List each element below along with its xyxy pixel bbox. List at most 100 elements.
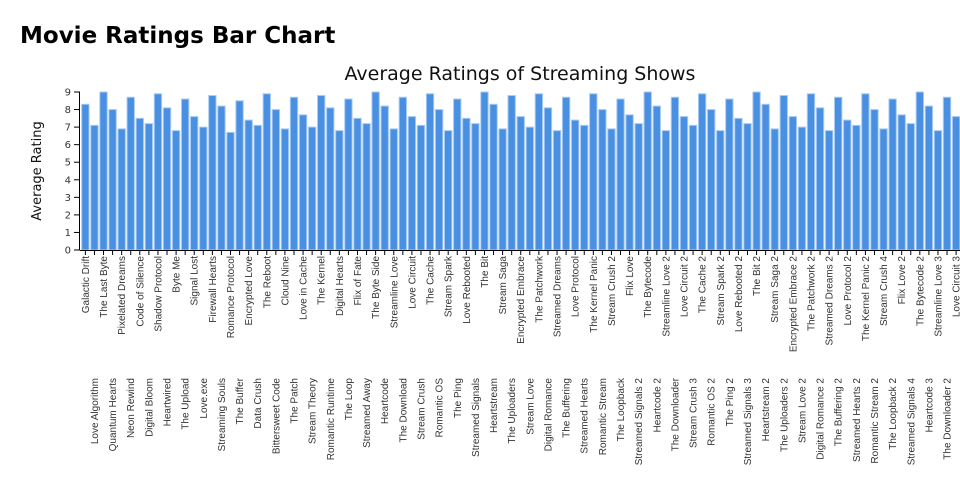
bar	[852, 124, 861, 251]
x-tick-label: Streamed Signals 3	[743, 378, 754, 466]
x-tick-label: The Bytecode	[643, 256, 654, 318]
bar	[770, 128, 779, 251]
x-tick-label: Byte Me	[172, 256, 183, 293]
bar	[942, 96, 952, 251]
x-tick-label: Flix of Fate	[353, 256, 364, 306]
bar	[598, 109, 607, 251]
x-tick-label: Stream Saga	[498, 256, 509, 315]
bar	[444, 130, 453, 251]
y-tick-label: 3	[65, 193, 71, 204]
bar	[561, 96, 571, 251]
y-tick-label: 0	[65, 246, 71, 257]
x-tick-label: Encrypted Embrace 2	[788, 256, 799, 353]
bar	[543, 107, 553, 251]
bar	[117, 128, 126, 251]
x-tick-label: Stream Love	[525, 378, 536, 435]
bar	[779, 95, 788, 251]
bar	[734, 117, 743, 251]
x-tick-label: The Uploaders 2	[779, 378, 790, 452]
bar	[824, 130, 834, 251]
bar	[398, 96, 408, 251]
bar	[344, 98, 353, 251]
bar	[643, 91, 652, 251]
x-tick-label: Streaming Souls	[217, 378, 228, 451]
x-tick-label: Romantic OS	[435, 378, 446, 438]
bar	[688, 124, 698, 251]
bar	[498, 128, 507, 251]
x-tick-label: The Loop	[344, 378, 355, 421]
x-tick-label: The Ping	[453, 378, 464, 418]
y-tick-label: 8	[65, 105, 71, 116]
bar	[725, 98, 734, 251]
x-tick-label: Heartstream 2	[761, 378, 772, 442]
bar	[525, 126, 535, 251]
bar	[307, 126, 317, 251]
bar	[534, 93, 544, 251]
x-tick-label: Signal Lost	[190, 256, 201, 306]
x-tick-label: Digital Bloom	[144, 378, 155, 437]
x-tick-label: The Buffer	[235, 377, 246, 424]
x-tick-label: Heartcode	[380, 378, 391, 425]
bar	[416, 124, 426, 251]
x-tick-label: Shadow Protocol	[153, 256, 164, 332]
x-tick-label: The Buffering	[562, 378, 573, 438]
bar	[879, 128, 888, 251]
x-tick-label: Neon Rewind	[126, 378, 137, 438]
x-tick-label: Romantic Stream 2	[870, 378, 881, 464]
bar	[162, 107, 172, 251]
x-tick-label: Quantum Hearts	[108, 378, 119, 451]
y-tick-label: 9	[65, 88, 71, 99]
x-tick-label: Digital Hearts	[335, 256, 346, 316]
bar	[171, 130, 181, 251]
x-tick-label: Stream Crush	[416, 378, 427, 440]
y-tick-label: 1	[65, 228, 71, 239]
bar	[126, 96, 135, 251]
bar	[353, 117, 362, 251]
bar	[661, 130, 671, 251]
x-tick-label: Cloud Nine	[280, 256, 291, 306]
bar	[815, 107, 825, 251]
x-tick-label: Pixelated Dreams	[117, 256, 128, 335]
x-tick-label: Streamed Signals 4	[906, 378, 917, 466]
bar	[280, 128, 290, 251]
x-tick-label: Heartcode 2	[652, 378, 663, 433]
bar	[843, 119, 852, 251]
bar	[244, 119, 253, 251]
y-tick-label: 6	[65, 140, 71, 151]
x-tick-label: The Byte Side	[371, 256, 382, 319]
bar	[589, 93, 598, 251]
bar	[507, 95, 516, 251]
y-tick-label: 4	[65, 175, 71, 186]
bar	[788, 116, 798, 251]
bar	[679, 116, 689, 251]
x-tick-label: The Patch	[289, 378, 300, 424]
x-tick-label: The Loopback	[616, 377, 627, 441]
bar	[625, 114, 634, 251]
x-tick-label: Romantic Stream	[598, 378, 609, 455]
y-tick-label: 2	[65, 210, 71, 221]
bar	[670, 96, 680, 251]
x-tick-label: Stream Crush 3	[689, 378, 700, 448]
x-tick-label: Stream Spark 2	[716, 256, 727, 326]
x-tick-label: Flix Love	[625, 256, 636, 296]
x-tick-label: Love Rebooted	[462, 256, 473, 324]
bar	[834, 96, 843, 251]
x-tick-label: Love Protocol	[571, 256, 582, 317]
bar	[861, 93, 870, 251]
x-tick-label: Streamline Love	[389, 256, 400, 329]
bar	[326, 107, 335, 251]
x-tick-label: Heartstream	[489, 378, 500, 433]
bar	[135, 117, 144, 251]
x-tick-label: Encrypted Embrace	[516, 256, 527, 344]
x-tick-label: The Cache	[426, 256, 437, 305]
bar	[897, 114, 906, 251]
bar	[335, 130, 344, 251]
bar	[516, 116, 525, 251]
bar	[462, 117, 471, 251]
x-tick-label: Love Circuit	[407, 256, 418, 309]
x-tick-label: Streamed Away	[362, 378, 373, 448]
x-tick-label: Code of Silence	[135, 256, 146, 327]
bar	[317, 95, 326, 251]
y-tick-label: 7	[65, 123, 71, 134]
x-tick-label: The Bit	[480, 256, 491, 288]
